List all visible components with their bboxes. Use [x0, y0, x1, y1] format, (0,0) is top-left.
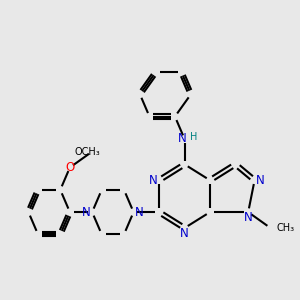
Text: O: O	[65, 161, 74, 174]
Text: N: N	[180, 227, 189, 240]
Text: H: H	[190, 132, 197, 142]
Text: N: N	[256, 174, 265, 187]
Text: OCH₃: OCH₃	[74, 147, 100, 157]
Text: N: N	[149, 174, 158, 187]
Text: CH₃: CH₃	[277, 223, 295, 233]
Text: N: N	[135, 206, 144, 219]
Text: N: N	[178, 132, 187, 146]
Text: N: N	[82, 206, 91, 219]
Text: N: N	[244, 211, 253, 224]
